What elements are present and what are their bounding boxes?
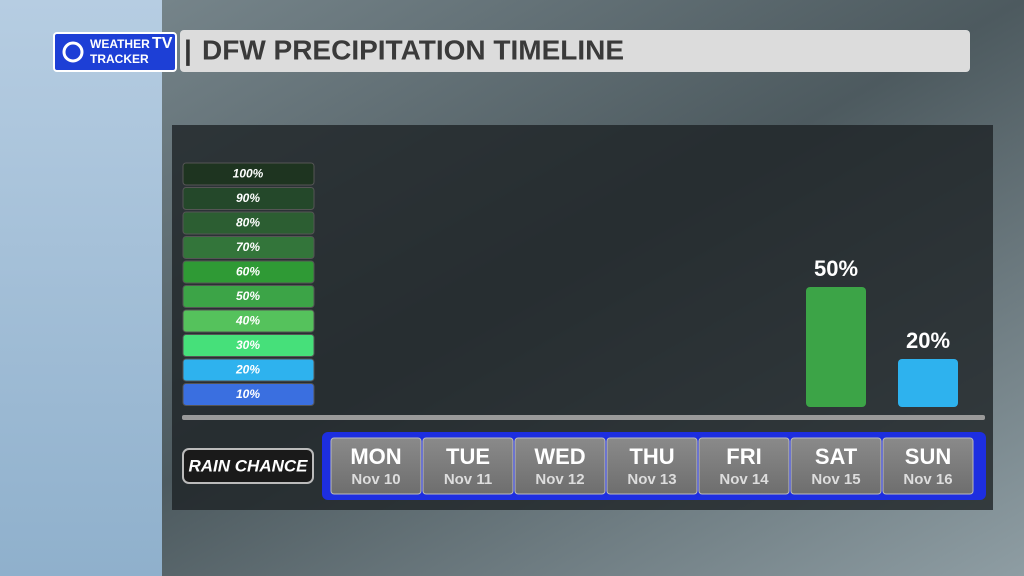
date-label: Nov 12 (535, 471, 584, 488)
row-label: RAIN CHANCE (189, 456, 309, 475)
date-label: Nov 14 (719, 471, 769, 488)
day-label: MON (350, 444, 401, 469)
day-label: SUN (905, 444, 951, 469)
chart-title: DFW PRECIPITATION TIMELINE (202, 34, 624, 65)
scale-label: 70% (236, 240, 260, 254)
scale-swatch (182, 309, 315, 333)
baseline (182, 415, 985, 420)
bar (806, 287, 866, 407)
scale-swatch (182, 187, 315, 210)
scale-label: 40% (235, 314, 260, 328)
scale-label: 20% (235, 363, 260, 377)
day-cell (698, 437, 790, 495)
scale-label: 100% (233, 167, 264, 181)
scale-label: 10% (236, 387, 260, 401)
scale-label: 80% (236, 216, 260, 230)
scale-label: 60% (236, 265, 260, 279)
date-label: Nov 16 (903, 471, 952, 488)
scale-swatch (182, 260, 315, 284)
logo-text: TRACKER (90, 52, 149, 66)
date-label: Nov 10 (351, 471, 400, 488)
logo-text: WEATHER (90, 37, 150, 51)
scale-label: 50% (236, 289, 260, 303)
day-cell (422, 437, 514, 495)
day-cell (790, 437, 882, 495)
scale-label: 90% (236, 191, 260, 205)
scale-swatch (182, 334, 315, 357)
day-label: FRI (726, 444, 761, 469)
date-label: Nov 11 (444, 471, 492, 488)
day-label: THU (629, 444, 674, 469)
title-bar (180, 30, 970, 72)
bar (898, 359, 958, 407)
day-cell (882, 437, 974, 495)
value-label: 20% (906, 328, 950, 353)
date-label: Nov 15 (811, 471, 860, 488)
scale-swatch (182, 211, 315, 235)
scale-swatch (182, 383, 315, 406)
day-label: SAT (815, 444, 858, 469)
date-label: Nov 13 (627, 471, 676, 488)
day-cell (330, 437, 422, 495)
logo-badge: TV (152, 35, 173, 52)
scale-label: 30% (236, 338, 260, 352)
side-panel (0, 0, 162, 576)
logo-icon (62, 41, 84, 63)
title-separator: | (184, 34, 192, 65)
day-cell (606, 437, 698, 495)
scale-swatch (182, 285, 315, 308)
scale-swatch (182, 162, 315, 186)
day-label: TUE (446, 444, 490, 469)
scale-swatch (182, 236, 315, 259)
value-label: 50% (814, 256, 858, 281)
scale-swatch (182, 358, 315, 382)
row-label-box (182, 448, 314, 484)
logo (53, 32, 177, 72)
day-label: WED (534, 444, 585, 469)
day-cell (514, 437, 606, 495)
